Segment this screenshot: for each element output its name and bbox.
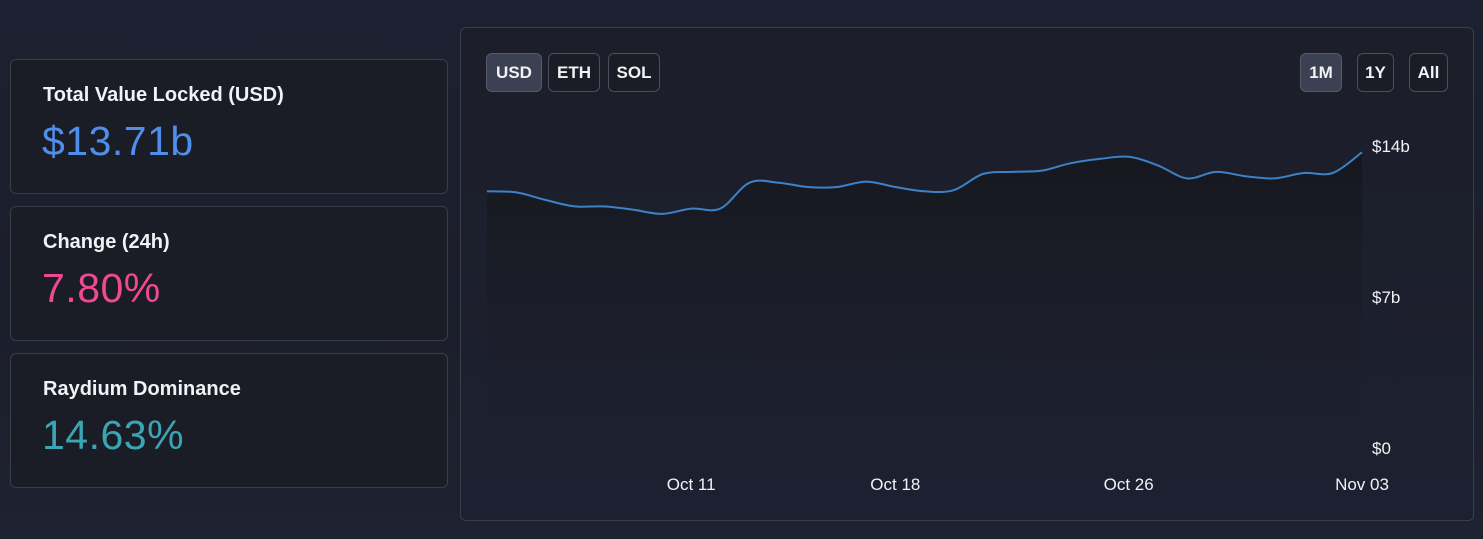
tvl-area-chart: $0 $7b $14b Oct 11 Oct 18 Oct 26 Nov 03 <box>486 137 1410 494</box>
y-tick-label: $7b <box>1372 288 1400 307</box>
range-all-button[interactable]: All <box>1409 53 1448 92</box>
currency-usd-button[interactable]: USD <box>486 53 542 92</box>
stat-value: 14.63% <box>42 412 185 458</box>
stat-card-tvl: Total Value Locked (USD) $13.71b <box>10 59 448 194</box>
stat-label: Change (24h) <box>43 231 170 253</box>
currency-sol-button[interactable]: SOL <box>608 53 660 92</box>
stat-value: $13.71b <box>42 118 194 164</box>
x-tick-label: Oct 26 <box>1104 475 1154 494</box>
series-line <box>486 151 1363 215</box>
series-area-fill <box>487 152 1362 449</box>
x-tick-label: Nov 03 <box>1335 475 1389 494</box>
tvl-chart-panel: USD ETH SOL 1M 1Y All $0 $7b $14b Oct 11 Oc… <box>460 27 1474 521</box>
stat-value: 7.80% <box>42 265 161 311</box>
stat-label: Raydium Dominance <box>43 378 241 400</box>
x-tick-label: Oct 11 <box>667 475 716 494</box>
y-tick-label: $0 <box>1372 439 1391 458</box>
stat-card-dominance: Raydium Dominance 14.63% <box>10 353 448 488</box>
stat-label: Total Value Locked (USD) <box>43 84 284 106</box>
y-tick-label: $14b <box>1372 137 1410 156</box>
stat-card-change: Change (24h) 7.80% <box>10 206 448 341</box>
currency-eth-button[interactable]: ETH <box>548 53 600 92</box>
range-1m-button[interactable]: 1M <box>1300 53 1342 92</box>
range-1y-button[interactable]: 1Y <box>1357 53 1394 92</box>
x-tick-label: Oct 18 <box>870 475 920 494</box>
